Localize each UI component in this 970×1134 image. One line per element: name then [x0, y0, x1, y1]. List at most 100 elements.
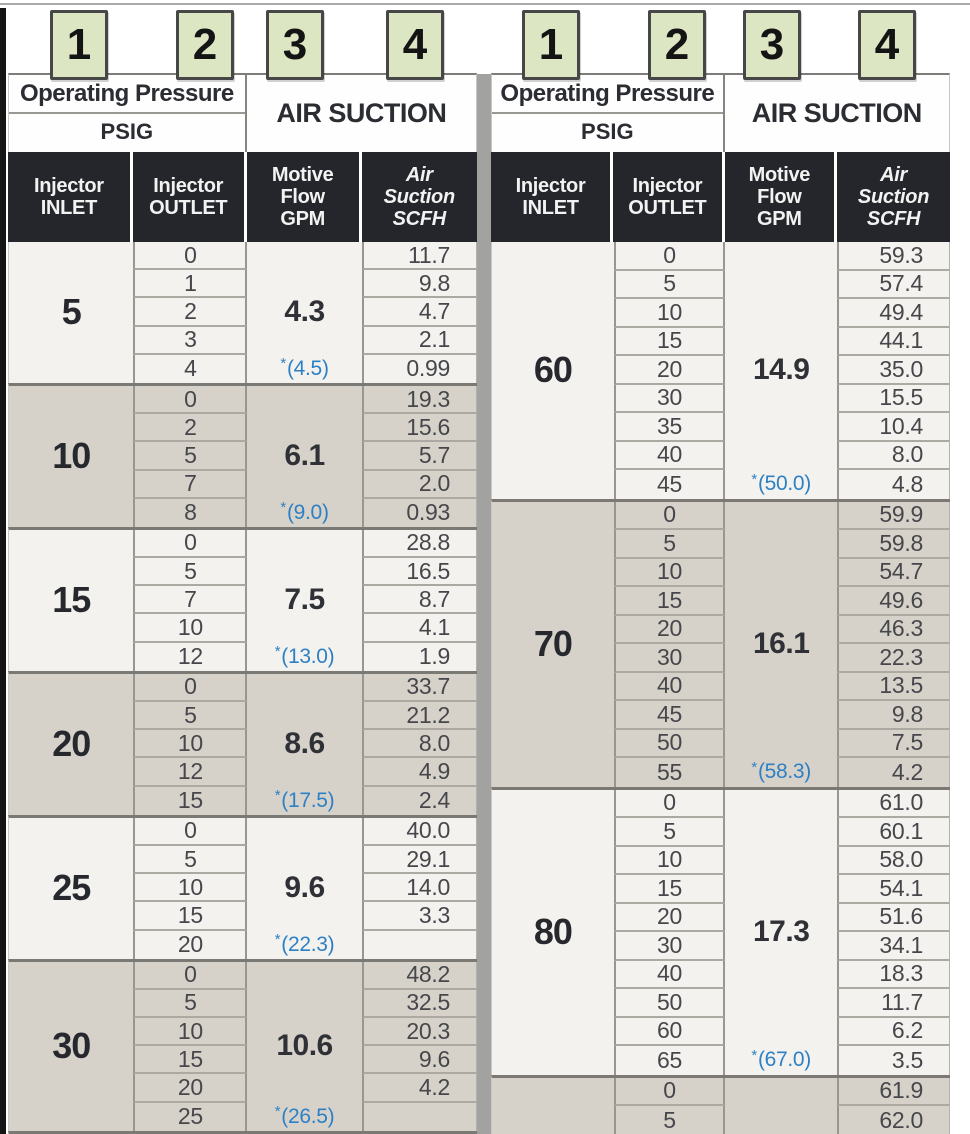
outlet-cell: 40: [613, 960, 726, 989]
outlet-value: 5: [663, 817, 676, 844]
inlet-cell: [492, 1078, 614, 1134]
scfh-value: 54.7: [879, 558, 923, 585]
scfh-value: 13.5: [879, 672, 923, 699]
scfh-cell: 60.1: [837, 818, 950, 847]
outlet-value: 10: [177, 614, 203, 641]
table-header: Operating Pressure PSIG AIR SUCTION: [8, 73, 477, 152]
table-header: Operating Pressure PSIG AIR SUCTION: [491, 73, 950, 152]
scfh-cell: 4.2: [837, 758, 950, 787]
flow-value: 7.5: [284, 583, 325, 617]
column-tag: 2: [176, 10, 234, 80]
operating-pressure-header: Operating Pressure: [9, 75, 245, 114]
scfh-cell: 40.0: [361, 817, 477, 846]
scfh-value: 3.3: [418, 901, 450, 928]
outlet-value: 8: [184, 499, 197, 526]
outlet-value: 5: [663, 1106, 676, 1133]
inlet-value: 5: [61, 291, 82, 333]
pressure-group: 0 61.9 5 62.0: [491, 1074, 950, 1134]
outlet-cell: 10: [133, 873, 248, 903]
flow-value: 14.9: [753, 353, 810, 387]
scfh-value: 18.3: [879, 960, 923, 987]
column-header-cell: Injector OUTLET: [613, 152, 725, 242]
flow-star-value: * (26.5): [247, 1103, 362, 1131]
flow-star-value: * (9.0): [247, 499, 362, 527]
flow-star-number: (26.5): [281, 1104, 335, 1128]
outlet-cell: 10: [613, 558, 726, 587]
scfh-value: 57.4: [879, 270, 923, 297]
scfh-value: 10.4: [879, 412, 923, 439]
scfh-cell: 51.6: [837, 903, 950, 932]
outlet-value: 10: [656, 298, 682, 325]
scfh-value: 8.7: [418, 585, 450, 612]
pressure-group: 5 4.3 * (4.5) 0 11.7 1 9.8 2 4.7 3 2.1 4 0.99: [8, 242, 477, 383]
scfh-value: 0.99: [406, 355, 450, 382]
column-header-cell: Air Suction SCFH: [837, 152, 950, 242]
flow-cell: 8.6 * (17.5): [247, 674, 362, 815]
scfh-cell: 1.9: [361, 642, 477, 671]
asterisk: *: [280, 355, 286, 373]
outlet-cell: 7: [133, 585, 248, 615]
outlet-value: 5: [184, 557, 197, 584]
scfh-cell: 2.4: [361, 786, 477, 815]
inlet-cell: 70: [492, 502, 614, 787]
outlet-cell: 5: [613, 1106, 726, 1134]
outlet-value: 60: [656, 1017, 682, 1044]
column-header-row: Injector INLET Injector OUTLET Motive Flow GPM…: [8, 152, 477, 242]
outlet-value: 7: [184, 585, 197, 612]
column-tag: 3: [743, 10, 801, 80]
column-header-line: INLET: [40, 197, 98, 219]
column-tag: 4: [386, 10, 444, 80]
flow-value: 9.6: [284, 871, 325, 905]
table-panel-left: 1 2 3 4 Operating Pressure PSIG AIR SUCTION Inj…: [8, 0, 477, 1134]
scfh-value: 4.7: [418, 297, 450, 324]
outlet-cell: 15: [133, 902, 248, 931]
tag-label: 4: [874, 20, 900, 69]
outlet-cell: 30: [613, 384, 726, 413]
outlet-cell: 10: [133, 1018, 248, 1047]
outlet-value: 0: [663, 1077, 676, 1104]
inlet-value: 80: [533, 911, 573, 952]
top-border-line: [0, 3, 970, 5]
scfh-cell: 4.8: [837, 470, 950, 499]
scfh-cell: 2.1: [361, 326, 477, 355]
outlet-value: 50: [656, 729, 682, 756]
outlet-value: 20: [656, 903, 682, 930]
outlet-value: 4: [184, 355, 197, 382]
flow-value: 4.3: [284, 295, 325, 329]
asterisk: *: [274, 787, 281, 805]
inlet-cell: 25: [9, 818, 133, 959]
tag-label: 2: [664, 20, 690, 69]
outlet-cell: 0: [133, 529, 248, 559]
asterisk: *: [280, 499, 286, 517]
asterisk: *: [751, 470, 757, 488]
outlet-value: 40: [656, 441, 682, 468]
flow-cell: 9.6 * (22.3): [247, 818, 362, 959]
column-tag: 1: [522, 10, 580, 80]
scfh-value: 32.5: [406, 989, 450, 1016]
scfh-value: 2.1: [418, 326, 450, 353]
tag-label: 1: [538, 20, 564, 69]
outlet-value: 15: [656, 327, 682, 354]
outlet-cell: 20: [613, 356, 726, 385]
inlet-value: 60: [533, 349, 573, 391]
outlet-value: 5: [663, 529, 676, 556]
outlet-value: 10: [177, 873, 203, 900]
outlet-cell: 10: [133, 730, 248, 759]
column-header-line: Air: [405, 164, 433, 186]
scfh-value: 62.0: [879, 1106, 923, 1133]
scfh-cell: 3.5: [837, 1046, 950, 1075]
scfh-value: 61.9: [879, 1077, 923, 1104]
outlet-cell: 15: [133, 1046, 248, 1075]
asterisk: *: [274, 931, 281, 949]
scfh-cell: 14.0: [361, 874, 477, 903]
outlet-cell: 0: [613, 242, 726, 271]
scfh-value: 61.0: [879, 789, 923, 816]
scfh-value: 9.8: [891, 700, 923, 727]
outlet-cell: 15: [133, 786, 248, 815]
outlet-cell: 20: [613, 615, 726, 644]
table-body: 60 14.9 * (50.0) 0 59.3 5 57.4 10 49.4 15 44.1 20 35.…: [491, 242, 950, 1134]
flow-star-value: * (58.3): [725, 758, 837, 787]
inlet-cell: 5: [9, 242, 133, 383]
scfh-value: 59.9: [879, 501, 923, 528]
outlet-cell: 5: [133, 846, 248, 875]
